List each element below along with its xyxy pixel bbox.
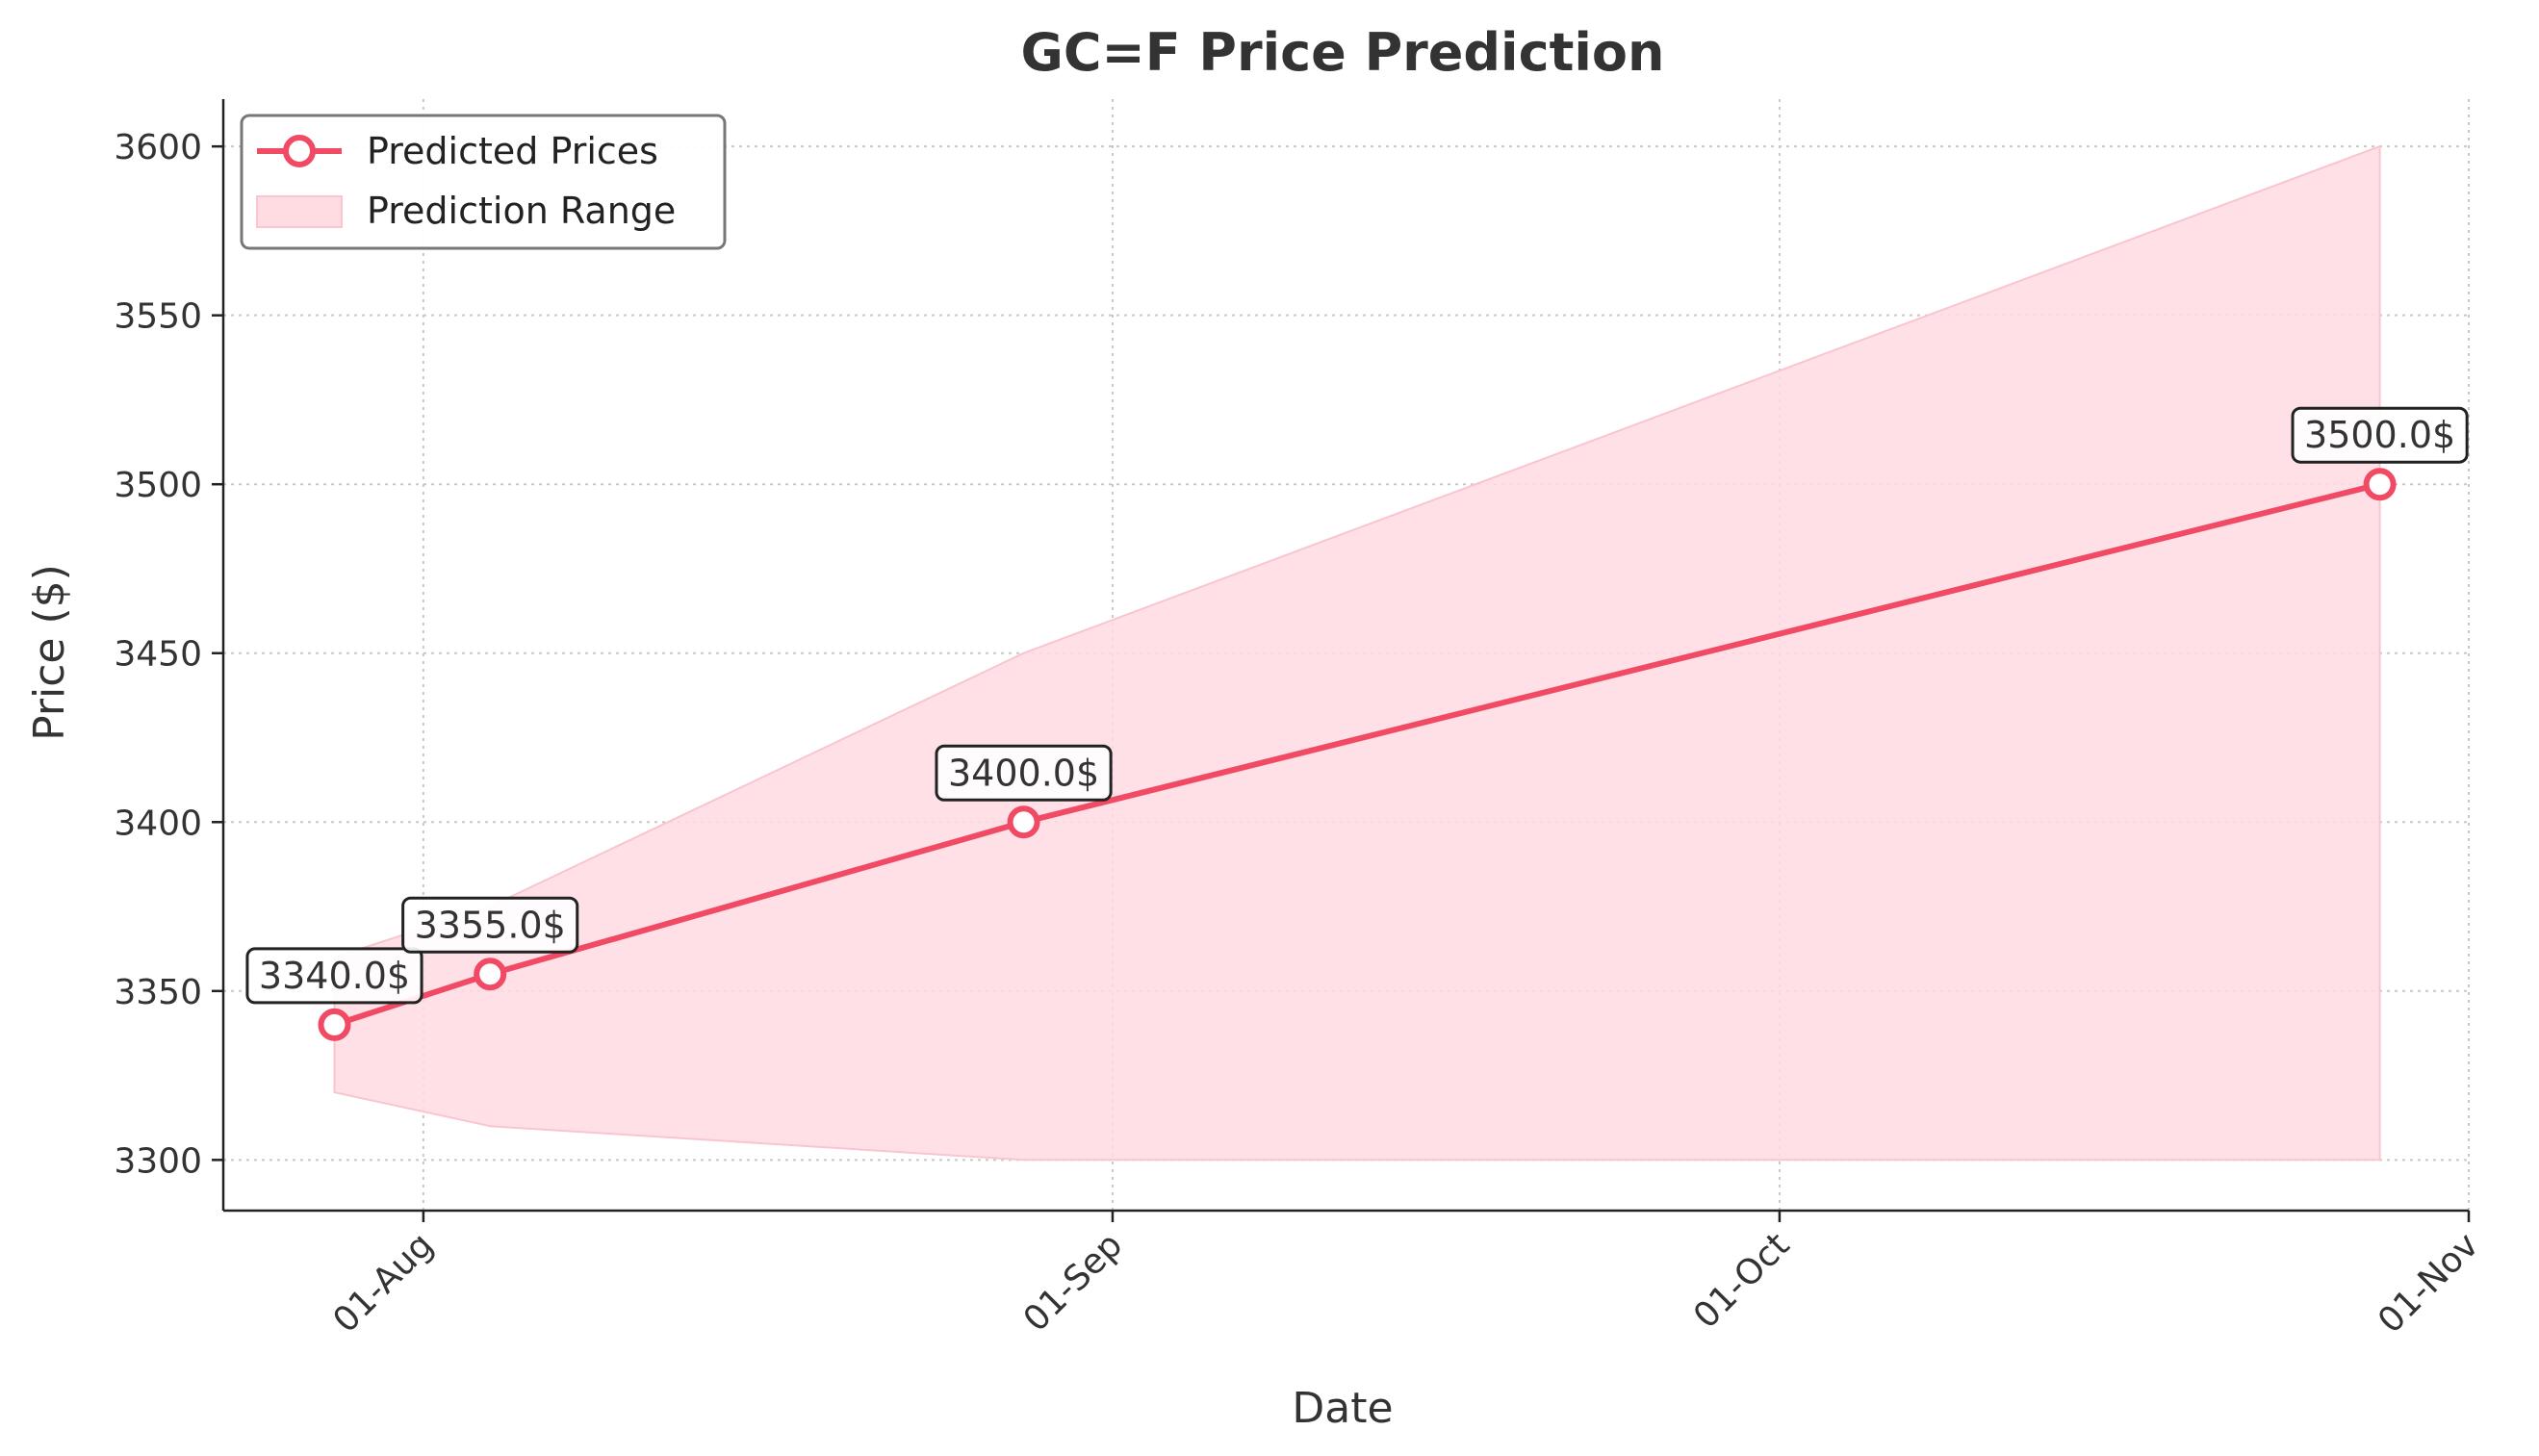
- x-tick-label: 01-Aug: [326, 1225, 442, 1341]
- data-label-group: 3500.0$: [2291, 406, 2469, 464]
- data-label: 3400.0$: [948, 752, 1099, 794]
- band-layer: [333, 144, 2381, 1162]
- chart-title: GC=F Price Prediction: [1021, 22, 1665, 83]
- legend-marker-swatch: [283, 135, 316, 167]
- y-tick-label: 3400: [114, 804, 202, 843]
- data-point: [2363, 468, 2397, 501]
- legend-box: [240, 114, 727, 250]
- legend-label-predicted: Predicted Prices: [367, 130, 658, 172]
- data-point: [318, 1008, 351, 1041]
- y-axis-label: Price ($): [25, 564, 74, 741]
- y-tick-label: 3550: [114, 297, 202, 337]
- data-point: [1007, 805, 1040, 839]
- data-point: [474, 958, 507, 991]
- prediction-range-band: [333, 144, 2381, 1162]
- data-label: 3355.0$: [415, 904, 566, 946]
- x-tick-label: 01-Oct: [1686, 1225, 1797, 1336]
- x-tick-label: 01-Nov: [2371, 1225, 2486, 1341]
- y-tick-label: 3350: [114, 973, 202, 1012]
- data-label-box: [935, 744, 1113, 802]
- legend-range-swatch: [256, 195, 343, 228]
- data-label: 3500.0$: [2304, 414, 2455, 456]
- label-layer: 3340.0$3355.0$ 3400.0$ 3500.0$: [245, 406, 2469, 1005]
- x-axis-label: Date: [1292, 1384, 1393, 1433]
- x-tick-label: 01-Sep: [1016, 1225, 1131, 1340]
- data-label-box: [245, 947, 423, 1005]
- data-label-group: 3355.0$: [401, 896, 579, 954]
- data-label: 3340.0$: [259, 955, 410, 997]
- y-tick-label: 3300: [114, 1141, 202, 1181]
- y-tick-label: 3450: [114, 635, 202, 675]
- data-label-group: 3340.0$: [245, 947, 423, 1005]
- legend: Predicted Prices Prediction Range: [240, 114, 727, 250]
- data-label-group: 3400.0$: [935, 744, 1113, 802]
- y-tick-label: 3600: [114, 128, 202, 167]
- y-tick-label: 3500: [114, 466, 202, 505]
- legend-label-range: Prediction Range: [367, 190, 676, 232]
- data-label-box: [2291, 406, 2469, 464]
- data-label-box: [401, 896, 579, 954]
